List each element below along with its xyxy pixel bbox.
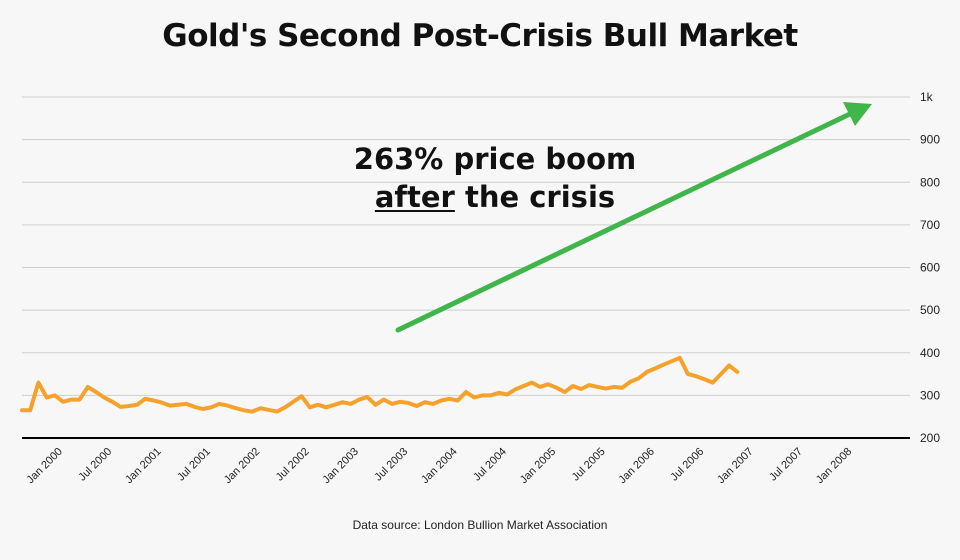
y-tick-label: 500 (920, 303, 940, 317)
y-tick-label: 900 (920, 133, 940, 147)
x-tick-label: Jul 2006 (668, 446, 706, 484)
gridlines (22, 96, 910, 396)
x-tick-label: Jan 2007 (715, 446, 755, 486)
y-axis-ticks: 200 300 400 500 600 700 800 900 1k (920, 90, 940, 445)
trend-arrow-shaft (395, 110, 855, 333)
x-tick-label: Jul 2005 (570, 446, 608, 484)
data-source-note: Data source: London Bullion Market Assoc… (352, 518, 608, 532)
x-tick-label: Jan 2002 (222, 446, 262, 486)
y-tick-label: 1k (920, 90, 934, 104)
y-tick-label: 400 (920, 346, 940, 360)
annotation-line-2-rest: the crisis (454, 180, 616, 214)
chart-title: Gold's Second Post-Crisis Bull Market (162, 18, 798, 54)
y-tick-label: 300 (920, 388, 940, 402)
trend-arrow (395, 102, 872, 333)
y-tick-label: 200 (920, 431, 940, 445)
x-tick-label: Jan 2006 (617, 446, 657, 486)
annotation: 263% price boom after the crisis (300, 140, 690, 216)
series (20, 355, 740, 414)
annotation-line-2: after the crisis (300, 178, 690, 216)
x-tick-label: Jan 2005 (518, 446, 558, 486)
annotation-emphasis: after (374, 180, 455, 214)
x-tick-label: Jan 2000 (25, 446, 65, 486)
x-tick-label: Jul 2007 (767, 446, 805, 484)
x-tick-label: Jul 2001 (175, 446, 213, 484)
x-tick-label: Jul 2002 (274, 446, 312, 484)
y-tick-label: 600 (920, 261, 940, 275)
y-tick-label: 700 (920, 218, 940, 232)
x-tick-label: Jul 2003 (372, 446, 410, 484)
x-axis-ticks: Jan 2000 Jul 2000 Jan 2001 Jul 2001 Jan 2002… (25, 446, 855, 486)
x-tick-label: Jul 2004 (471, 446, 509, 484)
x-tick-label: Jan 2003 (321, 446, 361, 486)
x-tick-label: Jul 2000 (76, 446, 114, 484)
series-line-0 (20, 355, 740, 414)
trend-arrow-head (843, 102, 872, 126)
x-tick-label: Jan 2008 (814, 446, 854, 486)
annotation-line-1: 263% price boom (353, 142, 637, 176)
x-tick-label: Jan 2001 (123, 446, 163, 486)
x-tick-label: Jan 2004 (419, 446, 459, 486)
y-tick-label: 800 (920, 175, 940, 189)
